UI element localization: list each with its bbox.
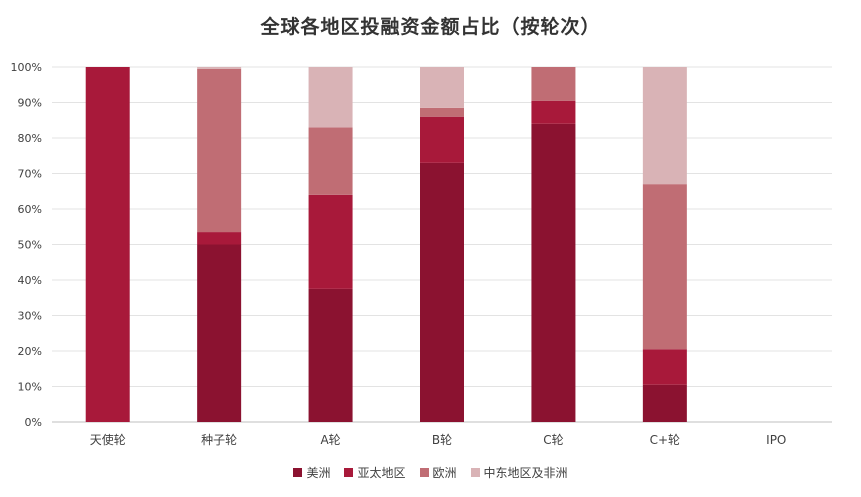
legend-swatch bbox=[344, 468, 354, 477]
legend-item: 欧洲 bbox=[419, 464, 457, 481]
y-tick-label: 10% bbox=[18, 381, 42, 394]
legend-label: 美洲 bbox=[306, 466, 331, 480]
x-tick-label: 天使轮 bbox=[90, 432, 126, 447]
bar-segment bbox=[308, 67, 353, 128]
y-tick-label: 60% bbox=[18, 203, 42, 216]
y-tick-label: 90% bbox=[18, 97, 42, 110]
legend-swatch bbox=[293, 468, 303, 477]
bars bbox=[85, 67, 687, 423]
y-tick-label: 100% bbox=[11, 61, 42, 74]
bar-segment bbox=[531, 123, 576, 423]
bar-segment bbox=[308, 127, 353, 195]
y-tick-label: 70% bbox=[18, 168, 42, 181]
bar-segment bbox=[197, 68, 242, 233]
y-tick-label: 40% bbox=[18, 274, 42, 287]
bar-segment bbox=[420, 162, 464, 422]
bar-segment bbox=[642, 67, 687, 185]
y-tick-label: 50% bbox=[18, 239, 42, 252]
legend-swatch bbox=[470, 468, 480, 477]
legend-label: 亚太地区 bbox=[357, 466, 406, 480]
bar-segment bbox=[197, 67, 242, 69]
y-tick-label: 80% bbox=[18, 132, 42, 145]
bar-segment bbox=[531, 100, 576, 124]
y-tick-label: 20% bbox=[18, 345, 42, 358]
legend: 美洲 亚太地区 欧洲 中东地区及非洲 bbox=[0, 464, 861, 481]
legend-swatch bbox=[419, 468, 429, 477]
bar-segment bbox=[308, 288, 353, 422]
x-tick-label: 种子轮 bbox=[201, 433, 237, 447]
bar-segment bbox=[197, 244, 242, 422]
bar-segment bbox=[85, 67, 130, 422]
legend-item: 中东地区及非洲 bbox=[470, 464, 568, 481]
legend-item: 亚太地区 bbox=[344, 464, 406, 481]
legend-label: 中东地区及非洲 bbox=[483, 466, 568, 480]
bar-segment bbox=[642, 349, 687, 385]
bar-segment bbox=[308, 194, 353, 289]
bar-segment bbox=[642, 184, 687, 350]
bar-segment bbox=[420, 67, 464, 108]
legend-item: 美洲 bbox=[293, 464, 330, 481]
y-tick-label: 0% bbox=[25, 416, 42, 429]
x-tick-label: IPO bbox=[766, 433, 786, 447]
bar-segment bbox=[420, 116, 464, 163]
x-tick-label: C+轮 bbox=[650, 433, 680, 447]
bar-segment bbox=[531, 67, 576, 101]
bar-segment bbox=[420, 107, 464, 117]
bar-segment bbox=[197, 232, 242, 245]
x-tick-label: B轮 bbox=[432, 433, 452, 447]
y-axis-ticks: 0% 10% 20% 30% 40% 50% 60% 70% 80% 90% 100% bbox=[11, 61, 42, 429]
legend-label: 欧洲 bbox=[432, 466, 457, 480]
x-axis-ticks: 天使轮 种子轮 A轮 B轮 C轮 C+轮 IPO bbox=[90, 432, 787, 447]
y-tick-label: 30% bbox=[18, 310, 42, 323]
x-tick-label: C轮 bbox=[543, 433, 563, 447]
bar-segment bbox=[642, 384, 687, 422]
x-tick-label: A轮 bbox=[320, 433, 340, 447]
chart-title: 全球各地区投融资金额占比（按轮次） bbox=[260, 16, 601, 38]
